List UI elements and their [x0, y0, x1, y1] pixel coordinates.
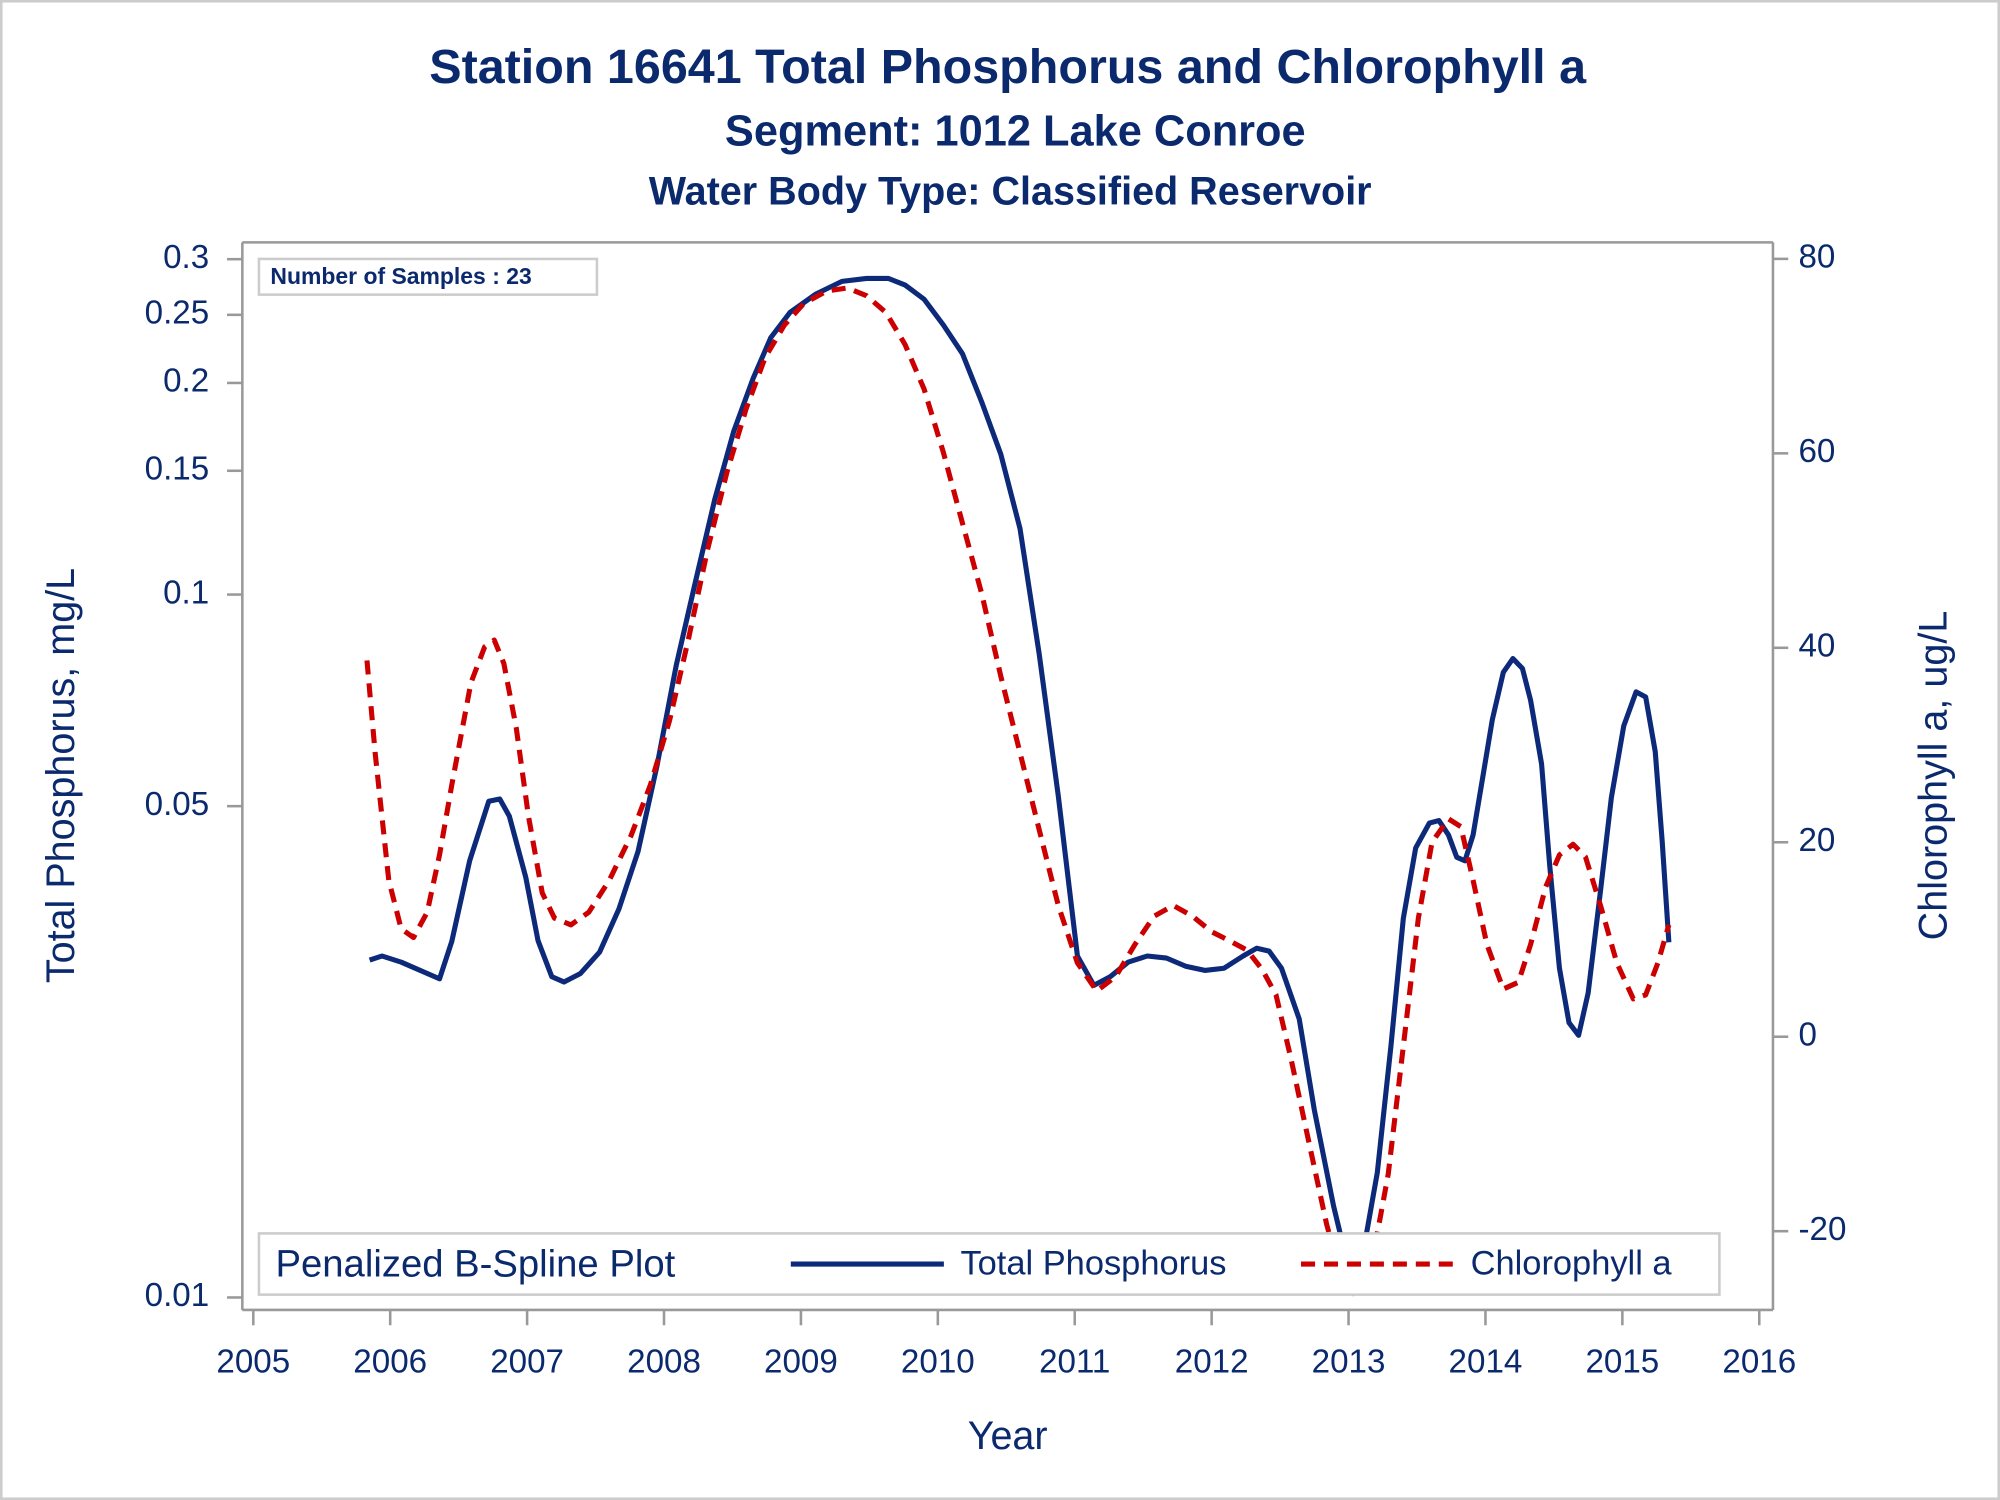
y-tick-label: 0.25 [145, 295, 210, 332]
legend-label: Total Phosphorus [960, 1244, 1226, 1282]
x-tick-label: 2015 [1585, 1343, 1659, 1380]
plot-area: 0.01 0.05 0.1 0.15 0.2 0.25 0.3 -20 0 20 40 60 80 200… [145, 239, 1847, 1381]
x-tick-label: 2012 [1175, 1343, 1249, 1380]
y2-tick-label: -20 [1798, 1211, 1846, 1248]
annotation-box [257, 257, 599, 296]
y-tick-label: 0.1 [163, 574, 209, 611]
y-tick-label: 0.3 [163, 239, 209, 276]
x-axis-label: Year [968, 1414, 1048, 1458]
x-tick-label: 2006 [353, 1343, 427, 1380]
y-tick-label: 0.15 [145, 451, 210, 488]
y-axis-label: Total Phosphorus, mg/L [39, 568, 83, 983]
y2-tick-label: 60 [1798, 433, 1835, 470]
series-line [368, 275, 1672, 1271]
x-tick-label: 2008 [627, 1343, 701, 1380]
y2-axis-label: Chlorophyll a, ug/L [1912, 611, 1956, 941]
x-tick-label: 2007 [490, 1343, 564, 1380]
legend-box [257, 1232, 1721, 1296]
y2-tick-label: 40 [1798, 628, 1835, 665]
x-tick-label: 2016 [1722, 1343, 1796, 1380]
x-tick-label: 2009 [764, 1343, 838, 1380]
chart-title: Station 16641 Total Phosphorus and Chlor… [429, 40, 1587, 94]
y-tick-label: 0.2 [163, 363, 209, 400]
x-tick-label: 2010 [901, 1343, 975, 1380]
x-tick-label: 2005 [216, 1343, 290, 1380]
x-tick-label: 2013 [1312, 1343, 1386, 1380]
y2-tick-label: 80 [1798, 239, 1835, 276]
annotation: Number of Samples : 23 [270, 263, 531, 289]
chart-subtitle: Water Body Type: Classified Reservoir [649, 169, 1372, 213]
x-tick-label: 2014 [1449, 1343, 1523, 1380]
x-tick-label: 2011 [1039, 1343, 1110, 1380]
y2-tick-label: 0 [1798, 1016, 1816, 1053]
series-line [364, 285, 1672, 1298]
legend-label: Chlorophyll a [1471, 1244, 1673, 1282]
legend-title: Penalized B-Spline Plot [276, 1243, 676, 1286]
chart-subtitle: Segment: 1012 Lake Conroe [725, 107, 1306, 155]
y-tick-label: 0.01 [145, 1277, 210, 1314]
y-tick-label: 0.05 [145, 786, 210, 823]
y2-tick-label: 20 [1798, 822, 1835, 859]
